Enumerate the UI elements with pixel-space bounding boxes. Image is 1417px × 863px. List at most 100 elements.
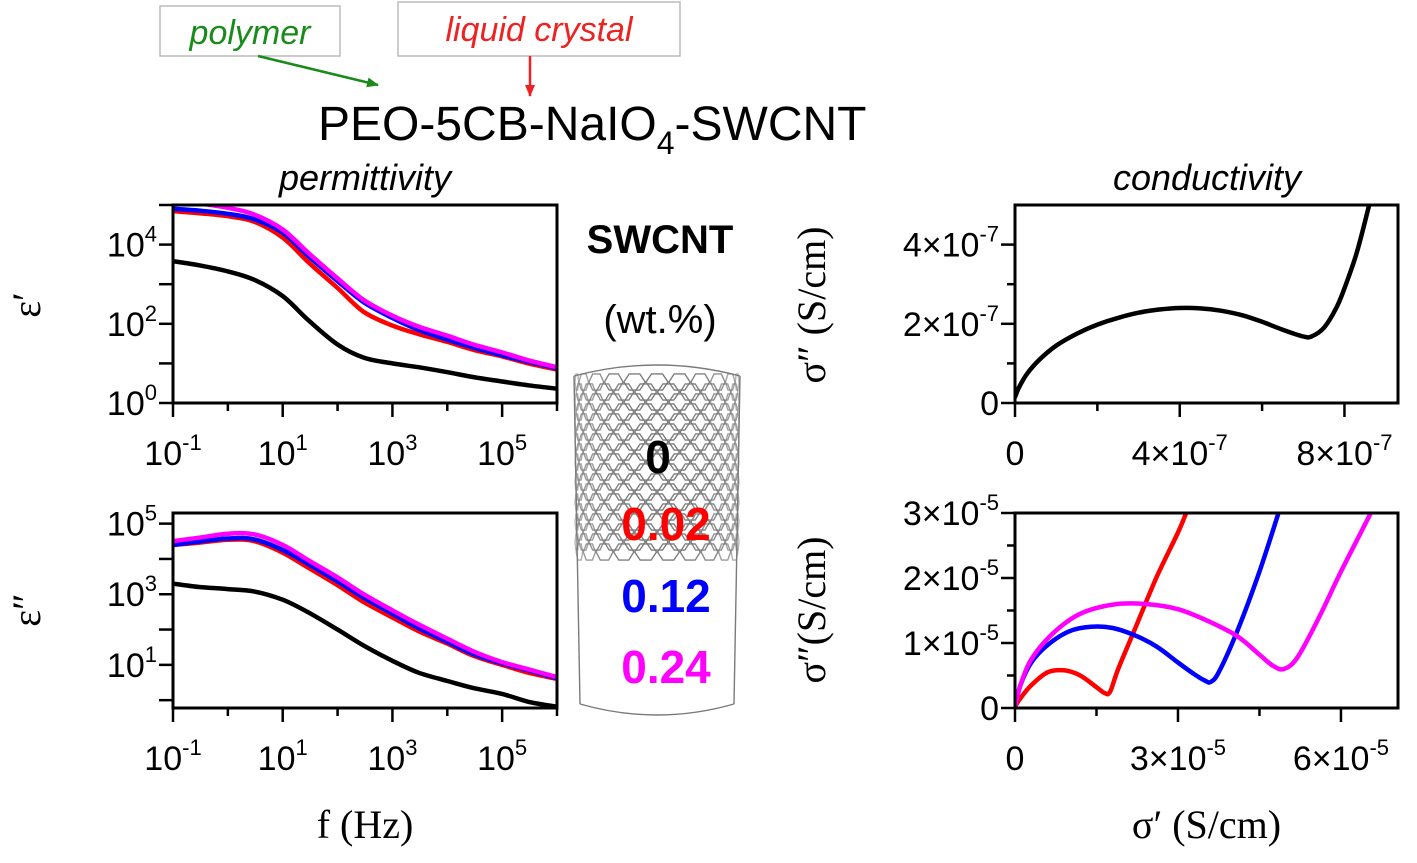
nanotube-hexagon xyxy=(574,493,580,511)
nanotube-hexagon xyxy=(575,543,584,561)
nanotube-hexagon xyxy=(582,503,597,521)
nanotube-hexagon xyxy=(578,393,590,411)
nanotube-hexagon xyxy=(595,483,614,501)
nanotube-hexagon xyxy=(700,443,719,461)
nanotube-hexagon xyxy=(679,423,702,441)
cond-nyquist-swcnt-y-tick-label: 1×10-5 xyxy=(903,620,999,663)
nanotube-hexagon xyxy=(690,373,711,391)
nanotube-hexagon xyxy=(603,533,624,551)
nanotube-hexagon xyxy=(578,493,590,511)
nanotube-hexagon xyxy=(603,453,624,471)
compound-formula: PEO-5CB-NaIO4-SWCNT xyxy=(318,98,867,161)
eps-real-x-tick-label: 101 xyxy=(258,430,308,473)
nanotube-hexagon xyxy=(595,383,614,401)
nanotube-hexagon xyxy=(582,523,597,541)
nanotube-hexagon xyxy=(595,463,614,481)
nanotube-hexagon xyxy=(623,453,646,471)
formula-subscript: 4 xyxy=(657,125,675,161)
cond-nyquist-swcnt-series-024 xyxy=(1015,513,1374,708)
nanotube-hexagon xyxy=(575,443,584,461)
nanotube-hexagon xyxy=(645,433,669,451)
cond-nyquist-0-panel: 0 4×10-7 8×10-7 0 2×10-7 4×10-7 σ″ (S/cm) xyxy=(789,203,1400,473)
nanotube-hexagon xyxy=(700,423,719,441)
nanotube-hexagon xyxy=(668,473,691,491)
nanotube-wall-right xyxy=(733,375,741,705)
nanotube-hexagon xyxy=(595,503,614,521)
eps-real-panel: 10-1 101 103 105 100 102 104 ε′ xyxy=(4,203,559,473)
nanotube-hexagon xyxy=(603,433,624,451)
cond-nyquist-swcnt-y-axis-label: σ″(S/cm) xyxy=(789,536,834,683)
nanotube-hexagon xyxy=(679,503,702,521)
nanotube-hexagon xyxy=(679,403,702,421)
nanotube-hexagon xyxy=(575,383,584,401)
nanotube-hexagon xyxy=(574,413,580,431)
nanotube-hexagon xyxy=(717,503,732,521)
nanotube-hexagon xyxy=(633,503,658,521)
nanotube-hexagon xyxy=(578,373,590,391)
eps-real-y-tick-label: 102 xyxy=(107,301,157,344)
nanotube-hexagon xyxy=(575,503,584,521)
nanotube-hexagon xyxy=(656,543,681,561)
cond-nyquist-swcnt-panel: 0 3×10-5 6×10-5 0 1×10-5 2×10-5 3×10-5 σ″(S/cm)… xyxy=(789,490,1400,847)
nanotube-hexagon xyxy=(612,543,635,561)
nanotube-hexagon xyxy=(717,483,732,501)
cond-nyquist-swcnt-x-tick-label: 3×10-5 xyxy=(1130,735,1226,778)
nanotube-hexagon xyxy=(612,483,635,501)
nanotube-hexagon xyxy=(645,493,669,511)
nanotube-hexagon xyxy=(588,493,605,511)
eps-imag-x-tick-label: 101 xyxy=(258,735,308,778)
polymer-tag-box xyxy=(159,5,341,57)
polymer-tag-label: polymer xyxy=(189,14,313,52)
cond-nyquist-swcnt-y-tick-label: 3×10-5 xyxy=(903,490,999,533)
nanotube-hexagon xyxy=(578,513,590,531)
nanotube-hexagon xyxy=(575,483,584,501)
nanotube-hexagon xyxy=(633,483,658,501)
nanotube-hexagon xyxy=(709,433,726,451)
polymer-arrow xyxy=(257,54,379,88)
nanotube-hexagon xyxy=(645,373,669,391)
nanotube-hexagon xyxy=(633,523,658,541)
nanotube-hexagon xyxy=(690,433,711,451)
nanotube-hexagon xyxy=(700,403,719,421)
cond-nyquist-swcnt-x-tick-label: 6×10-5 xyxy=(1293,735,1389,778)
nanotube-hexagon xyxy=(588,393,605,411)
cond-nyquist-swcnt-x-axis-label: σ′ (S/cm) xyxy=(1132,802,1281,847)
nanotube-wall-left xyxy=(573,375,581,705)
nanotube-hexagon xyxy=(730,543,739,561)
eps-imag-series-012 xyxy=(173,535,557,681)
nanotube-hexagon xyxy=(595,423,614,441)
eps-imag-x-tick-label: 10-1 xyxy=(144,735,201,778)
nanotube-hexagon xyxy=(582,403,597,421)
eps-real-y-tick-label: 104 xyxy=(107,222,157,265)
nanotube-hexagon xyxy=(709,373,726,391)
nanotube-hexagon xyxy=(582,383,597,401)
nanotube-hexagon xyxy=(575,403,584,421)
nanotube-rim-bottom xyxy=(579,703,735,716)
nanotube-hexagon xyxy=(574,373,580,391)
nanotube-hexagon xyxy=(724,493,736,511)
nanotube-hexagon xyxy=(574,453,580,471)
cond-nyquist-0-y-tick-label: 4×10-7 xyxy=(903,222,999,265)
nanotube-hexagon xyxy=(645,413,669,431)
eps-real-x-tick-label: 10-1 xyxy=(144,430,201,473)
cond-nyquist-0-x-tick-label: 4×10-7 xyxy=(1132,430,1228,473)
legend-entry-0: 0 xyxy=(645,431,671,483)
nanotube-hexagon xyxy=(623,433,646,451)
cond-nyquist-0-y-axis-label: σ″ (S/cm) xyxy=(789,226,834,383)
nanotube-hexagon xyxy=(668,413,691,431)
nanotube-hexagon xyxy=(690,533,711,551)
nanotube-hexagon xyxy=(633,543,658,561)
nanotube-hexagon xyxy=(575,423,584,441)
polymer-tag: polymer xyxy=(159,5,341,57)
nanotube-hexagon xyxy=(582,483,597,501)
nanotube-hexagon xyxy=(717,523,732,541)
cond-nyquist-swcnt-y-tick-label: 2×10-5 xyxy=(903,555,999,598)
eps-imag-y-tick-label: 103 xyxy=(107,571,157,614)
nanotube-hexagon xyxy=(690,473,711,491)
nanotube-illustration xyxy=(573,364,741,716)
nanotube-hexagon xyxy=(656,463,681,481)
nanotube-hexagon xyxy=(656,383,681,401)
nanotube-hexagon xyxy=(724,393,736,411)
nanotube-hexagon xyxy=(623,413,646,431)
legend-entry-012: 0.12 xyxy=(621,570,711,622)
